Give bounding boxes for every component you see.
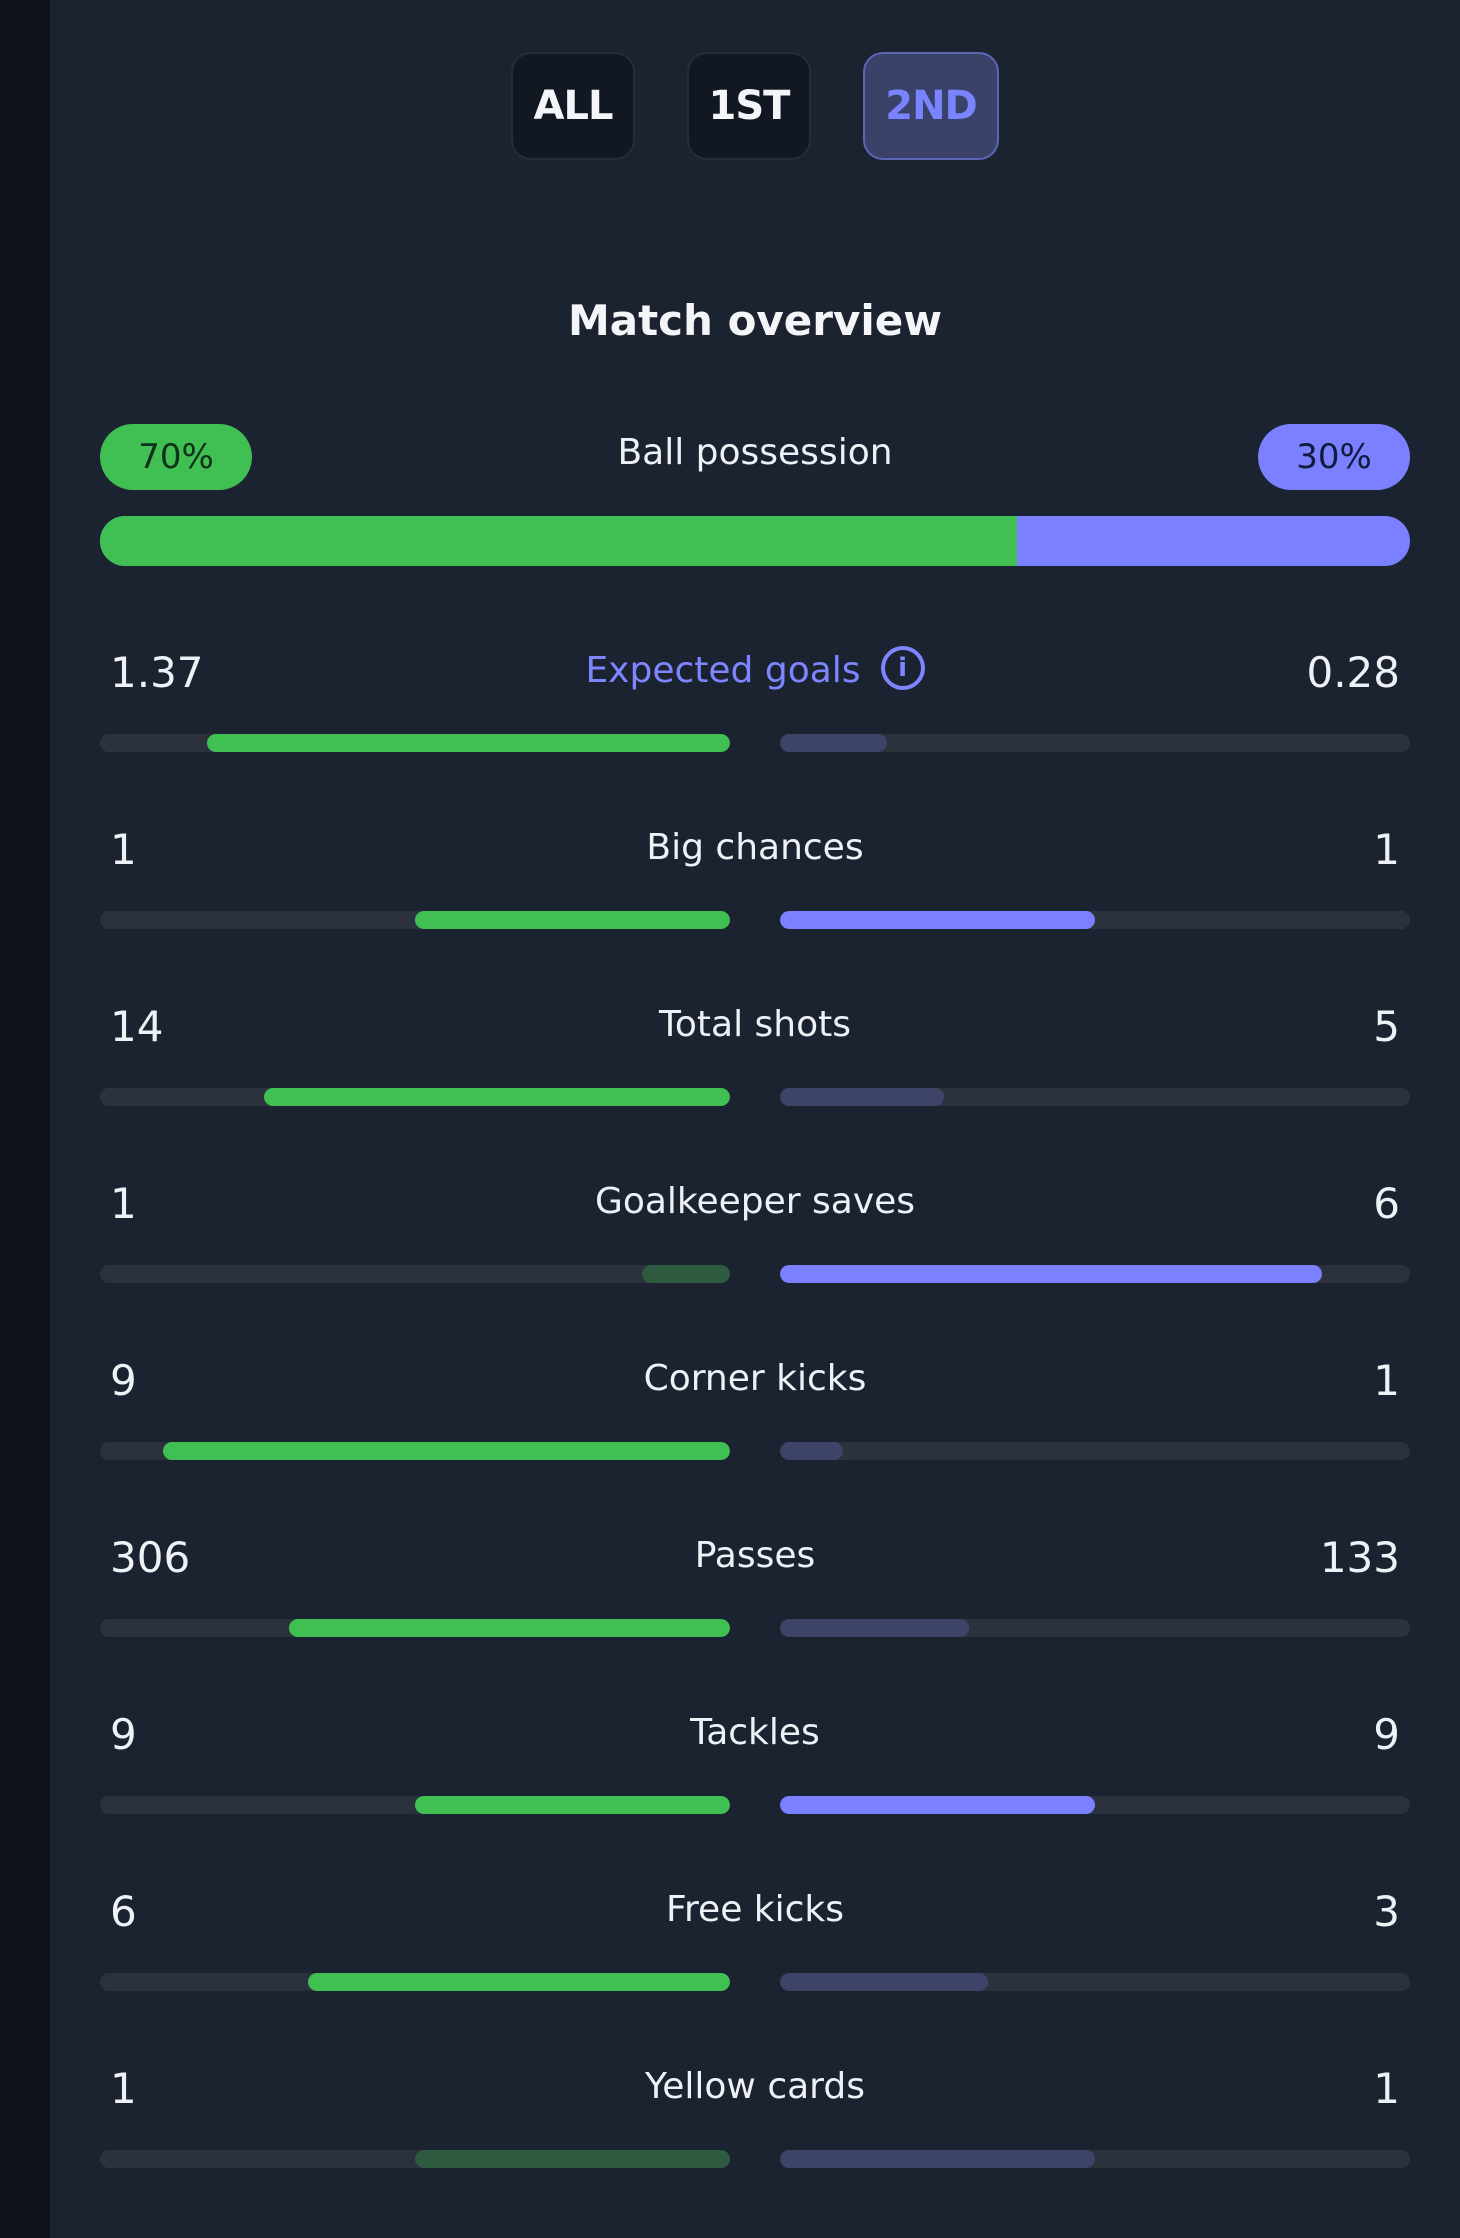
- stat-label: Goalkeeper saves: [100, 1181, 1410, 1222]
- away-stat-value: 5: [1373, 1002, 1400, 1051]
- stat-row-corner-kicks: 9 Corner kicks 1: [100, 1344, 1410, 1521]
- home-stat-fill: [415, 911, 730, 929]
- home-stat-track: [100, 911, 730, 929]
- stat-label: Passes: [100, 1535, 1410, 1576]
- home-stat-track: [100, 1265, 730, 1283]
- away-stat-track: [780, 1619, 1410, 1637]
- home-stat-fill: [641, 1265, 730, 1283]
- tab-first-half[interactable]: 1ST: [687, 52, 811, 160]
- home-stat-fill: [289, 1619, 730, 1637]
- stat-label: Big chances: [100, 827, 1410, 868]
- away-stat-value: 9: [1373, 1710, 1400, 1759]
- away-stat-track: [780, 1796, 1410, 1814]
- stat-label-text: Free kicks: [665, 1889, 845, 1930]
- away-stat-fill: [780, 1442, 843, 1460]
- stat-label-text: Total shots: [659, 1004, 851, 1045]
- home-stat-track: [100, 1088, 730, 1106]
- possession-label: Ball possession: [617, 432, 893, 473]
- home-stat-fill: [415, 2150, 730, 2168]
- home-stat-track: [100, 734, 730, 752]
- stat-row-total-shots: 14 Total shots 5: [100, 990, 1410, 1167]
- home-stat-fill: [207, 734, 730, 752]
- home-stat-track: [100, 1619, 730, 1637]
- stat-label-text: Big chances: [646, 827, 864, 868]
- stat-label: Total shots: [100, 1004, 1410, 1045]
- statistics-panel: ALL 1ST 2ND Match overview 70% Ball poss…: [50, 0, 1460, 2238]
- tab-all[interactable]: ALL: [511, 52, 635, 160]
- stat-label-text: Yellow cards: [645, 2066, 865, 2107]
- away-stat-value: 3: [1373, 1887, 1400, 1936]
- home-stat-track: [100, 1973, 730, 1991]
- away-stat-value: 1: [1373, 1356, 1400, 1405]
- away-stat-fill: [780, 1619, 969, 1637]
- stat-label-text: Corner kicks: [643, 1358, 867, 1399]
- home-stat-value: 14: [110, 1002, 164, 1051]
- home-stat-value: 1: [110, 1179, 137, 1228]
- away-stat-fill: [780, 1088, 944, 1106]
- away-stat-value: 133: [1319, 1533, 1400, 1582]
- home-stat-track: [100, 2150, 730, 2168]
- away-stat-fill: [780, 911, 1095, 929]
- stat-label-text: Tackles: [690, 1712, 820, 1753]
- stat-label[interactable]: Expected goals i: [100, 646, 1410, 694]
- home-stat-value: 9: [110, 1710, 137, 1759]
- stat-label: Tackles: [100, 1712, 1410, 1753]
- stat-label: Free kicks: [100, 1889, 1410, 1930]
- period-tabs: ALL 1ST 2ND: [50, 52, 1460, 160]
- home-stat-track: [100, 1796, 730, 1814]
- stat-label: Corner kicks: [100, 1358, 1410, 1399]
- stat-row-big-chances: 1 Big chances 1: [100, 813, 1410, 990]
- away-stat-value: 1: [1373, 825, 1400, 874]
- away-stat-fill: [780, 1796, 1095, 1814]
- away-stat-fill: [780, 1265, 1322, 1283]
- away-stat-fill: [780, 2150, 1095, 2168]
- stat-row-yellow-cards: 1 Yellow cards 1: [100, 2052, 1410, 2229]
- stat-row-tackles: 9 Tackles 9: [100, 1698, 1410, 1875]
- home-stat-value: 1: [110, 825, 137, 874]
- home-stat-value: 306: [110, 1533, 191, 1582]
- home-stat-value: 1: [110, 2064, 137, 2113]
- stat-row-expected-goals: 1.37 Expected goals i 0.28: [100, 636, 1410, 813]
- away-stat-value: 6: [1373, 1179, 1400, 1228]
- away-stat-track: [780, 2150, 1410, 2168]
- section-title: Match overview: [567, 296, 943, 345]
- away-stat-track: [780, 734, 1410, 752]
- tab-second-half[interactable]: 2ND: [863, 52, 999, 160]
- away-stat-fill: [780, 734, 888, 752]
- home-stat-fill: [415, 1796, 730, 1814]
- possession-bar-home: [100, 516, 1017, 566]
- away-stat-track: [780, 1973, 1410, 1991]
- ball-possession: 70% Ball possession 30%: [100, 424, 1410, 566]
- home-stat-fill: [307, 1973, 730, 1991]
- away-stat-track: [780, 1442, 1410, 1460]
- home-stat-track: [100, 1442, 730, 1460]
- away-stat-fill: [780, 1973, 988, 1991]
- home-possession-pill: 70%: [100, 424, 252, 490]
- stat-label-text: Goalkeeper saves: [594, 1181, 916, 1222]
- stat-label: Yellow cards: [100, 2066, 1410, 2107]
- home-stat-value: 1.37: [110, 648, 204, 697]
- possession-bar: [100, 516, 1410, 566]
- stat-label-text: Passes: [694, 1535, 816, 1576]
- away-possession-pill: 30%: [1258, 424, 1410, 490]
- away-stat-track: [780, 1088, 1410, 1106]
- away-stat-value: 0.28: [1306, 648, 1400, 697]
- away-stat-track: [780, 1265, 1410, 1283]
- home-stat-fill: [263, 1088, 730, 1106]
- stat-row-free-kicks: 6 Free kicks 3: [100, 1875, 1410, 2052]
- info-icon[interactable]: i: [880, 646, 925, 690]
- home-stat-value: 9: [110, 1356, 137, 1405]
- away-stat-value: 1: [1373, 2064, 1400, 2113]
- stats-list: 1.37 Expected goals i 0.28 1 Big chances …: [100, 636, 1410, 2229]
- stat-row-goalkeeper-saves: 1 Goalkeeper saves 6: [100, 1167, 1410, 1344]
- away-stat-track: [780, 911, 1410, 929]
- stat-label-text: Expected goals: [585, 650, 861, 691]
- home-stat-fill: [163, 1442, 730, 1460]
- stat-row-passes: 306 Passes 133: [100, 1521, 1410, 1698]
- left-rail: [0, 0, 50, 2238]
- home-stat-value: 6: [110, 1887, 137, 1936]
